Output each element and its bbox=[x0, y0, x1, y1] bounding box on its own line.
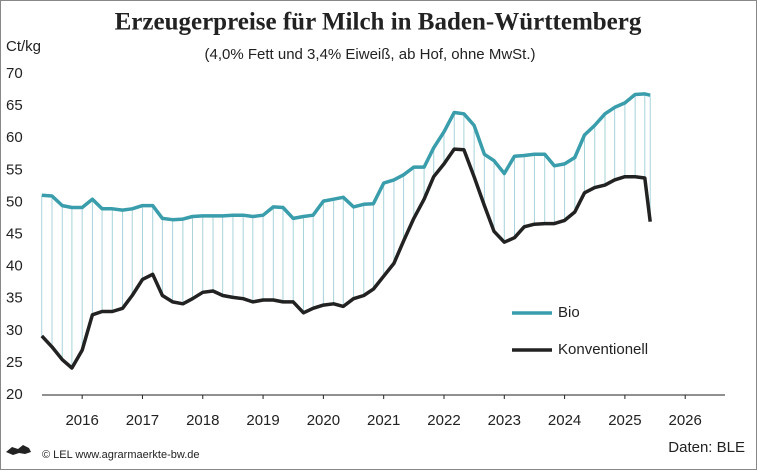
credit: © LEL www.agrarmaerkte-bw.de bbox=[42, 449, 200, 461]
x-tick-label: 2019 bbox=[246, 412, 279, 429]
chart-subtitle: (4,0% Fett und 3,4% Eiweiß, ab Hof, ohne… bbox=[205, 46, 536, 63]
y-tick-label: 40 bbox=[6, 258, 23, 275]
y-tick-label: 55 bbox=[6, 161, 23, 178]
series-line bbox=[41, 92, 651, 222]
x-tick-label: 2017 bbox=[126, 412, 159, 429]
x-tick-label: 2025 bbox=[608, 412, 641, 429]
x-tick-label: 2022 bbox=[427, 412, 460, 429]
y-tick-label: 70 bbox=[6, 65, 23, 82]
chart-title: Erzeugerpreise für Milch in Baden-Württe… bbox=[115, 9, 642, 36]
y-tick-label: 30 bbox=[6, 322, 23, 339]
y-tick-label: 45 bbox=[6, 225, 23, 242]
y-tick-label: 60 bbox=[6, 129, 23, 146]
x-tick-label: 2023 bbox=[488, 412, 521, 429]
x-tick-label: 2020 bbox=[307, 412, 340, 429]
legend-label: Bio bbox=[558, 304, 580, 321]
source: Daten: BLE bbox=[668, 439, 745, 456]
x-tick-label: 2016 bbox=[65, 412, 98, 429]
y-tick-label: 50 bbox=[6, 193, 23, 210]
y-tick-label: 35 bbox=[6, 290, 23, 307]
logo bbox=[6, 445, 31, 455]
y-tick-label: 25 bbox=[6, 354, 23, 371]
x-tick-label: 2018 bbox=[186, 412, 219, 429]
legend-label: Konventionell bbox=[558, 341, 648, 358]
x-tick-label: 2024 bbox=[548, 412, 581, 429]
y-tick-label: 20 bbox=[6, 386, 23, 403]
x-tick-label: 2026 bbox=[669, 412, 702, 429]
series-line bbox=[40, 147, 652, 370]
y-tick-label: 65 bbox=[6, 97, 23, 114]
y-axis-label: Ct/kg bbox=[6, 38, 41, 55]
x-tick-label: 2021 bbox=[367, 412, 400, 429]
